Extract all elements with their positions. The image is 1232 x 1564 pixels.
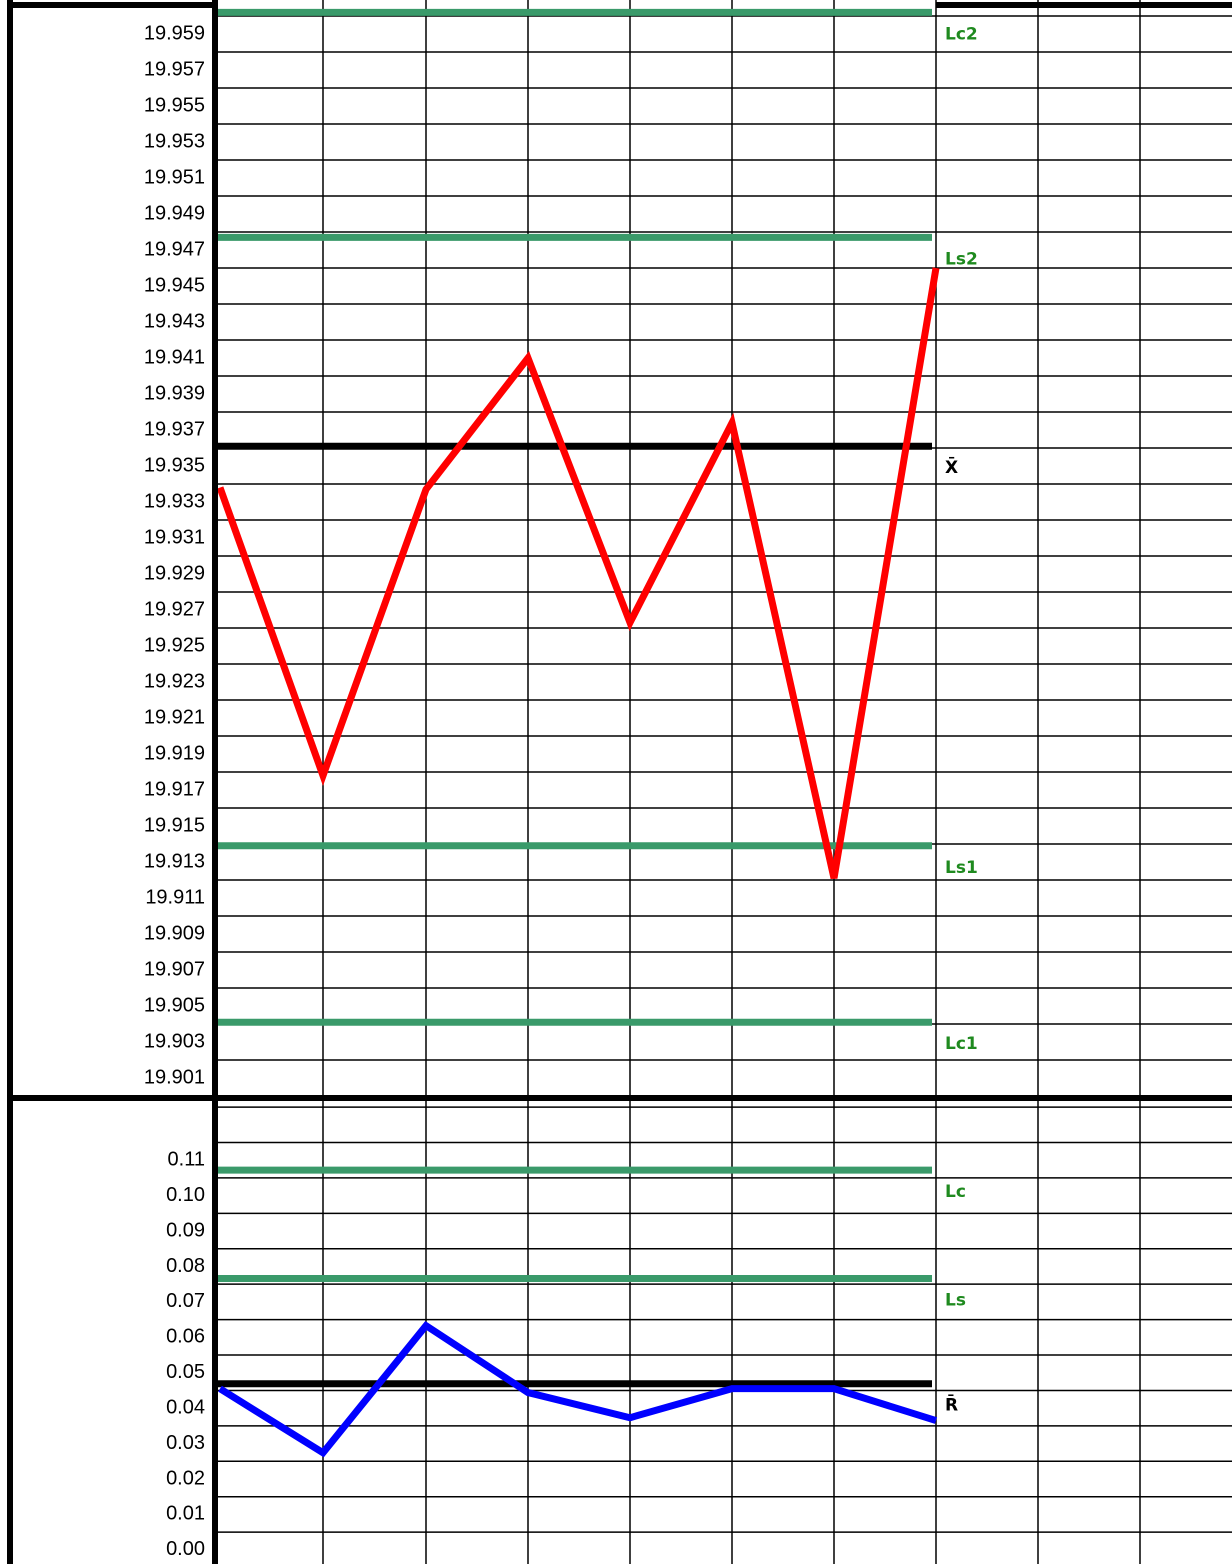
y-tick-label: 0.04 <box>166 1396 205 1418</box>
y-tick-label: 19.949 <box>144 202 205 224</box>
control-line-label: Ls1 <box>945 858 978 878</box>
y-tick-label: 19.959 <box>144 22 205 44</box>
y-tick-label: 19.905 <box>144 994 205 1016</box>
y-tick-label: 19.941 <box>144 346 205 368</box>
y-tick-label: 0.11 <box>168 1148 205 1170</box>
series-line <box>216 267 940 879</box>
y-tick-label: 0.01 <box>166 1503 205 1525</box>
y-tick-label: 19.919 <box>144 742 205 764</box>
y-tick-label: 19.945 <box>144 274 205 296</box>
y-tick-label: 19.917 <box>144 778 205 800</box>
control-line-label: R̄ <box>945 1394 958 1416</box>
y-tick-label: 0.03 <box>166 1432 205 1454</box>
y-tick-label: 0.09 <box>166 1219 205 1241</box>
control-line-label: X̄ <box>945 456 958 478</box>
y-tick-label: 0.05 <box>166 1361 205 1383</box>
y-tick-label: 0.00 <box>166 1538 205 1560</box>
y-tick-label: 19.915 <box>144 814 205 836</box>
control-line-label: Lc1 <box>945 1034 978 1054</box>
y-tick-label: 19.951 <box>144 166 205 188</box>
y-tick-label: 19.943 <box>144 310 205 332</box>
y-tick-label: 0.02 <box>166 1467 205 1489</box>
y-tick-label: 0.06 <box>166 1326 205 1348</box>
y-tick-label: 19.911 <box>145 886 205 908</box>
y-tick-label: 19.909 <box>144 922 205 944</box>
y-tick-label: 19.933 <box>144 490 205 512</box>
y-tick-label: 19.929 <box>144 562 205 584</box>
y-tick-label: 0.07 <box>166 1290 205 1312</box>
y-tick-label: 19.907 <box>144 958 205 980</box>
y-tick-label: 19.939 <box>144 382 205 404</box>
control-line-label: Ls2 <box>945 249 978 269</box>
y-tick-label: 19.955 <box>144 94 205 116</box>
y-tick-label: 19.953 <box>144 130 205 152</box>
y-tick-label: 19.901 <box>144 1066 205 1088</box>
y-tick-label: 19.937 <box>144 418 205 440</box>
y-tick-label: 19.923 <box>144 670 205 692</box>
y-tick-label: 19.931 <box>144 526 205 548</box>
y-tick-label: 19.925 <box>144 634 205 656</box>
y-tick-label: 19.935 <box>144 454 205 476</box>
y-tick-label: 19.947 <box>144 238 205 260</box>
y-tick-label: 0.08 <box>166 1255 205 1277</box>
y-tick-label: 19.927 <box>144 598 205 620</box>
series-line <box>218 1320 938 1458</box>
y-tick-label: 19.903 <box>144 1030 205 1052</box>
y-tick-label: 0.10 <box>166 1184 205 1206</box>
control-line-label: Ls <box>945 1291 966 1311</box>
y-tick-label: 19.957 <box>144 58 205 80</box>
control-line-label: Lc2 <box>945 24 978 44</box>
control-line-label: Lc <box>945 1182 966 1202</box>
y-tick-label: 19.921 <box>144 706 205 728</box>
y-tick-label: 19.913 <box>144 850 205 872</box>
